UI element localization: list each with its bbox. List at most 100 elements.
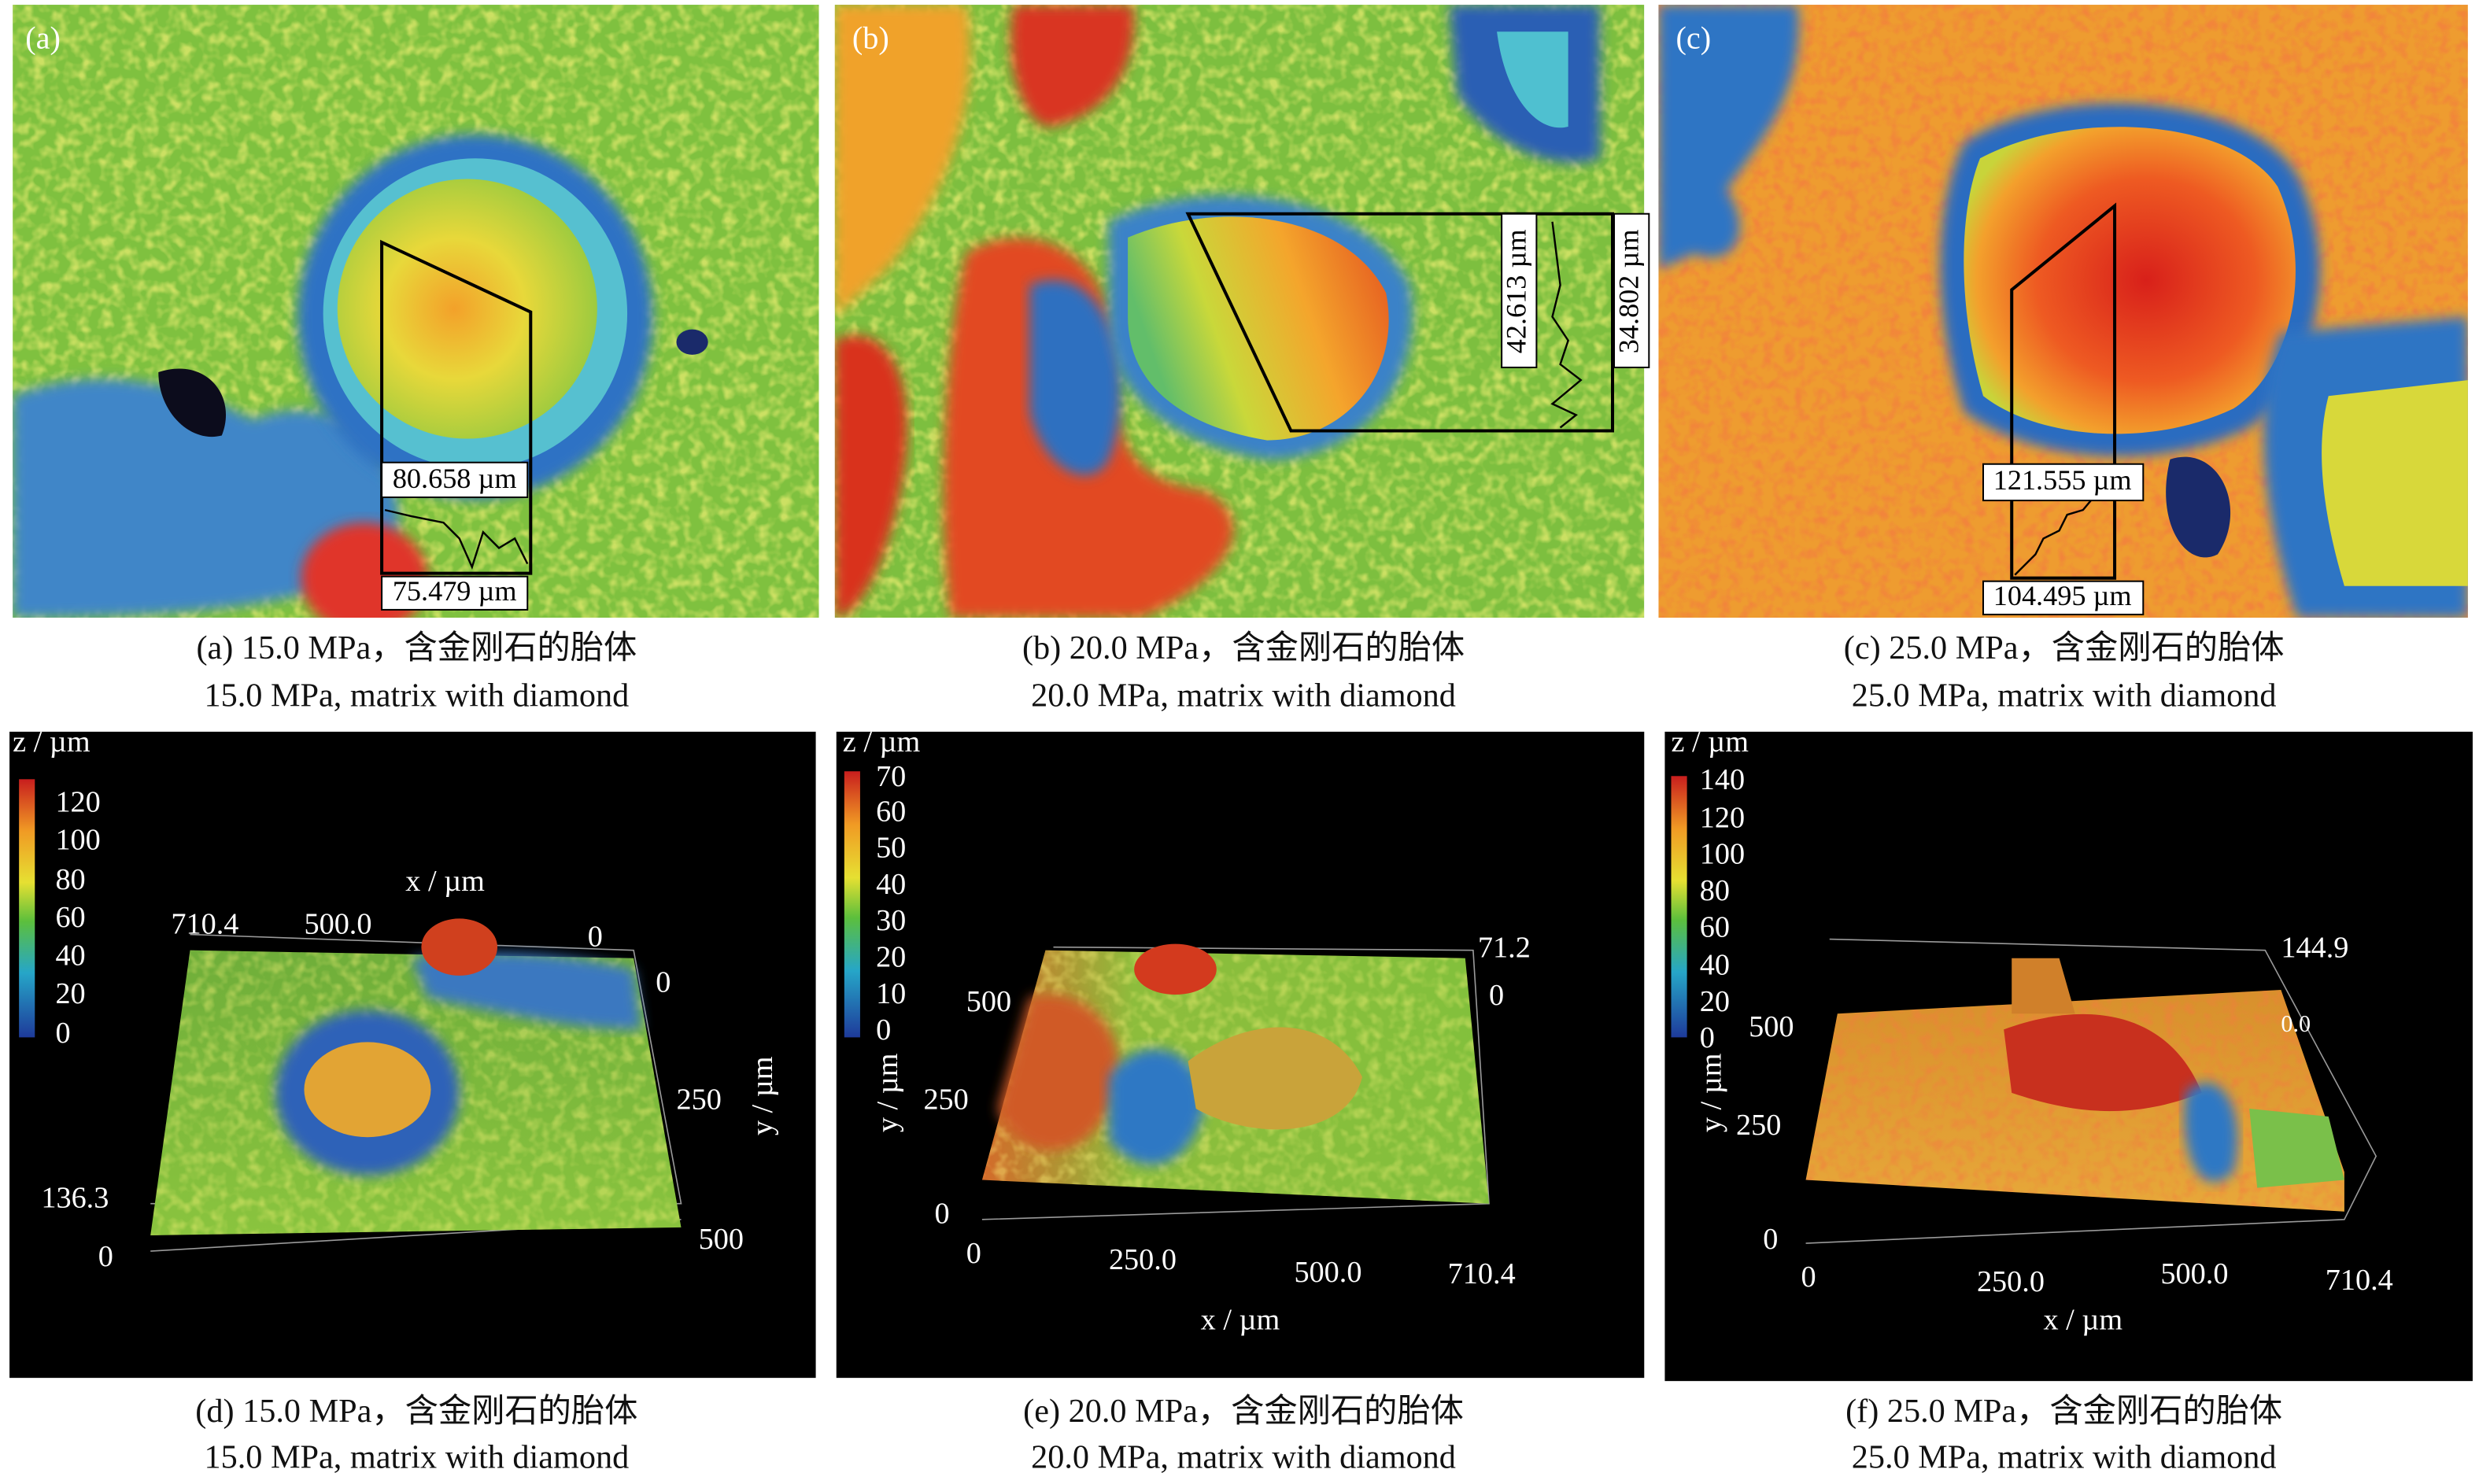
measure-box: [1982, 580, 2145, 615]
colorbar-tick: 40: [1700, 949, 1730, 982]
panel-label: (a): [25, 20, 61, 56]
axis-tick: 250: [923, 1083, 968, 1117]
surface-blue: [1108, 1049, 1204, 1165]
z-axis-label: z / µm: [843, 725, 921, 759]
profile-box: [1185, 212, 1615, 433]
measure-box: [1613, 212, 1650, 368]
crater-center: [337, 179, 597, 439]
surface-plot-d: [9, 731, 816, 1379]
colorbar-tick: 100: [55, 824, 100, 857]
axis-tick: 144.9: [2281, 931, 2348, 964]
caption: 15.0 MPa, matrix with diamond: [204, 677, 629, 714]
surface-blue: [2184, 1083, 2238, 1183]
z-axis-label: z / µm: [13, 725, 91, 759]
axis-tick: 0: [1801, 1261, 1816, 1294]
caption: 20.0 MPa, matrix with diamond: [1031, 677, 1456, 714]
y-axis-label: y / µm: [1695, 1053, 1728, 1132]
caption: (a) 15.0 MPa，含金刚石的胎体: [196, 629, 637, 666]
dark-spot: [2166, 456, 2231, 558]
colorbar-tick: 80: [1700, 874, 1730, 907]
colorbar-tick: 20: [876, 941, 906, 974]
red-region: [1010, 5, 1134, 127]
axis-tick: 0: [966, 1237, 981, 1270]
x-axis-label: x / µm: [405, 865, 485, 898]
axis-tick: 0: [1489, 979, 1504, 1012]
axis-tick: 0: [98, 1240, 113, 1273]
axis-tick: 71.2: [1478, 931, 1531, 964]
measurement: 104.495 µm: [1993, 580, 2132, 611]
colorbar-tick: 60: [55, 901, 85, 934]
panel-label: (f): [2412, 785, 2442, 818]
measure-box: [381, 575, 529, 611]
cyan-region: [1497, 31, 1568, 128]
crater-center: [304, 1042, 431, 1138]
axis-tick: 250.0: [1109, 1243, 1177, 1276]
colorbar: [19, 779, 35, 1038]
axis-tick: 500: [1749, 1010, 1794, 1043]
colorbar-tick: 50: [876, 832, 906, 865]
axis-tick: 500: [966, 985, 1011, 1018]
measurement: 34.802 µm: [1613, 230, 1644, 354]
surface-peak: [2012, 958, 2075, 1014]
caption: (f) 25.0 MPa，含金刚石的胎体: [1845, 1393, 2282, 1430]
surface-ridge: [998, 995, 1119, 1151]
colorbar-tick: 0: [1700, 1021, 1715, 1054]
measure-box: [381, 461, 529, 499]
measurement: 42.613 µm: [1501, 230, 1532, 354]
caption: 20.0 MPa, matrix with diamond: [1031, 1438, 1456, 1475]
dark-spot: [158, 368, 227, 437]
caption: 25.0 MPa, matrix with diamond: [1852, 677, 2277, 714]
crater-center: [1128, 216, 1389, 441]
colorbar-tick: 60: [876, 795, 906, 828]
surface-peak: [421, 918, 498, 976]
colorbar-tick: 40: [55, 939, 85, 973]
axis-tick: 710.4: [2326, 1264, 2393, 1297]
surface-peak: [1134, 943, 1217, 995]
measurement: 121.555 µm: [1993, 464, 2132, 496]
caption: (e) 20.0 MPa，含金刚石的胎体: [1023, 1393, 1464, 1430]
profile-curve: [384, 508, 529, 570]
axis-tick: 250.0: [1977, 1265, 2045, 1298]
axis-tick: 136.3: [41, 1181, 109, 1214]
grid-frame: [1805, 938, 2377, 1244]
y-axis-label: y / µm: [746, 1056, 779, 1135]
axis-tick: 500: [699, 1223, 744, 1256]
caption: (b) 20.0 MPa，含金刚石的胎体: [1022, 629, 1465, 666]
colorbar-tick: 0: [55, 1017, 70, 1050]
measure-box: [1982, 463, 2145, 502]
panel-label: (d): [771, 785, 807, 818]
colorbar-tick: 10: [876, 977, 906, 1010]
blue-region: [13, 378, 399, 618]
colorbar-tick: 120: [1700, 801, 1745, 834]
blue-region: [1658, 5, 1799, 270]
colorbar-tick: 20: [1700, 985, 1730, 1018]
colorbar-tick: 60: [1700, 910, 1730, 943]
axis-tick: 500.0: [2160, 1257, 2228, 1290]
panel-label: (b): [852, 20, 889, 56]
yellow-region: [2322, 380, 2468, 586]
panel-label: (c): [1676, 20, 1712, 56]
axis-tick: 250: [676, 1083, 721, 1117]
x-axis-label: x / µm: [1201, 1303, 1280, 1336]
axis-tick: 0: [935, 1198, 950, 1231]
axis-tick: 0: [1763, 1223, 1778, 1256]
dark-spot: [676, 329, 708, 355]
colorbar: [1671, 776, 1687, 1038]
micrograph-c: [1658, 5, 2468, 618]
caption: 25.0 MPa, matrix with diamond: [1852, 1438, 2277, 1475]
colorbar-tick: 30: [876, 904, 906, 937]
colorbar-tick: 0: [876, 1013, 891, 1047]
colorbar-tick: 70: [876, 760, 906, 793]
profile-curve: [1550, 221, 1583, 429]
surface-plot-e: [836, 731, 1645, 1379]
crater-center: [1964, 127, 2296, 434]
surface-plateau: [1188, 1027, 1362, 1130]
measurement: 80.658 µm: [393, 463, 517, 494]
axis-tick: 710.4: [1448, 1257, 1516, 1290]
caption: (d) 15.0 MPa，含金刚石的胎体: [195, 1393, 637, 1430]
orange-region: [834, 5, 970, 317]
blue-region: [1029, 279, 1121, 475]
axis-tick: 500.0: [1294, 1256, 1361, 1289]
colorbar-tick: 140: [1700, 763, 1745, 796]
